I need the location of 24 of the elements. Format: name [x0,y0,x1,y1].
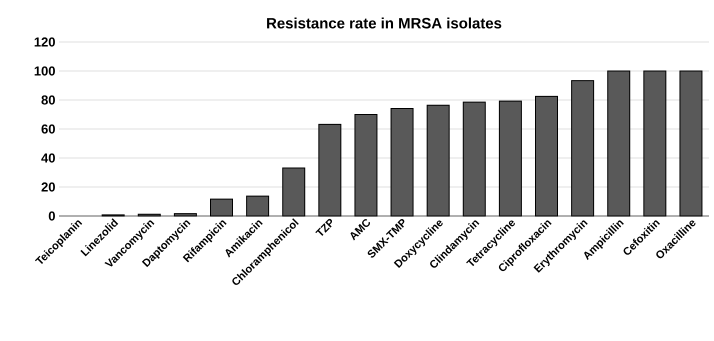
bar [498,100,522,216]
bar [282,168,306,216]
bar [679,70,702,216]
bar [462,102,486,216]
y-tick-label: 120 [34,37,55,47]
y-tick-label: 100 [34,66,55,76]
bar [426,104,450,216]
bar [390,108,414,216]
bar [246,196,270,216]
bar [174,213,197,216]
bar [643,70,666,216]
y-tick-label: 0 [48,211,55,221]
bar [210,198,234,216]
bar [535,96,558,216]
x-tick-label: TZP [315,218,332,236]
y-tick-label: 80 [41,95,55,105]
bar [607,70,630,216]
y-tick-label: 40 [41,153,55,163]
bar [318,124,342,216]
chart-title: Resistance rate in MRSA isolates [267,18,502,28]
y-tick-label: 60 [42,124,55,134]
y-tick-label: 20 [42,182,55,192]
bar [354,114,378,216]
bar [571,80,594,216]
